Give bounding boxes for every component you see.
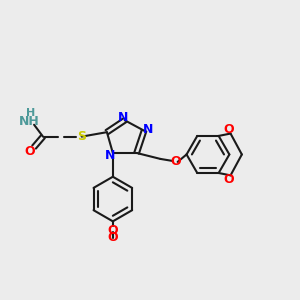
Text: N: N [118, 111, 128, 124]
Text: O: O [224, 173, 234, 186]
Text: O: O [224, 123, 234, 136]
Text: NH: NH [19, 115, 40, 128]
Text: N: N [143, 123, 154, 136]
Text: S: S [77, 130, 86, 143]
Text: O: O [24, 145, 35, 158]
Text: H: H [26, 108, 36, 118]
Text: O: O [107, 224, 118, 237]
Text: O: O [170, 155, 181, 168]
Text: O: O [107, 231, 118, 244]
Text: N: N [105, 149, 115, 162]
